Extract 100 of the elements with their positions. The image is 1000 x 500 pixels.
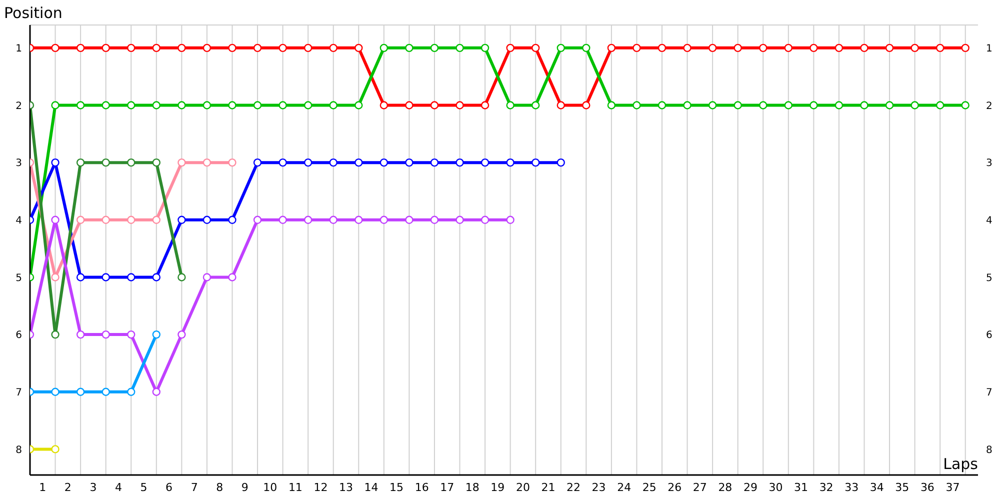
point: [76, 101, 85, 110]
x-tick-label: 22: [566, 480, 581, 494]
point: [480, 216, 490, 224]
x-tick-label: 10: [263, 480, 278, 494]
point: [202, 101, 212, 110]
point: [380, 44, 388, 52]
point: [683, 44, 692, 52]
point: [430, 158, 439, 167]
point: [658, 44, 666, 52]
point: [152, 158, 160, 167]
point: [834, 101, 844, 110]
point: [152, 388, 160, 396]
x-tick-label: 1: [39, 480, 46, 494]
point: [329, 101, 338, 110]
point: [152, 44, 160, 52]
x-tick-label: 16: [414, 480, 429, 494]
point: [380, 216, 388, 224]
point: [178, 273, 186, 282]
point: [506, 101, 514, 110]
point: [102, 158, 110, 167]
point: [253, 44, 262, 52]
point: [253, 216, 262, 224]
point: [278, 216, 287, 224]
point: [76, 388, 85, 396]
y2-tick-label: 6: [986, 330, 992, 342]
point: [936, 101, 944, 110]
point: [51, 101, 60, 110]
point: [506, 158, 514, 167]
point: [278, 44, 287, 52]
point: [102, 101, 110, 110]
x-tick-label: 12: [314, 480, 328, 494]
y-tick-label: 1: [16, 43, 22, 54]
point: [456, 216, 464, 224]
point: [354, 216, 363, 224]
x-tick-label: 37: [946, 480, 960, 494]
point: [102, 216, 110, 224]
y2-tick-label: 2: [986, 100, 992, 112]
point: [51, 216, 60, 224]
point: [329, 216, 338, 224]
y-tick-label: 6: [16, 330, 22, 342]
point: [607, 101, 616, 110]
point: [178, 158, 186, 167]
point: [885, 101, 894, 110]
x-tick-label: 29: [743, 480, 758, 494]
point: [456, 101, 464, 110]
point: [632, 44, 641, 52]
point: [456, 44, 464, 52]
point: [127, 388, 136, 396]
x-tick-label: 32: [819, 480, 834, 494]
point: [430, 44, 439, 52]
point: [51, 158, 60, 167]
point: [253, 158, 262, 167]
point: [51, 388, 60, 396]
point: [607, 44, 616, 52]
point: [202, 158, 212, 167]
point: [380, 101, 388, 110]
x-tick-label: 15: [390, 480, 404, 494]
x-tick-label: 4: [114, 480, 122, 494]
y2-tick-label: 5: [986, 272, 992, 284]
point: [910, 101, 919, 110]
point: [480, 158, 490, 167]
point: [127, 101, 136, 110]
point: [178, 44, 186, 52]
point: [202, 216, 212, 224]
point: [76, 216, 85, 224]
point: [860, 101, 868, 110]
point: [304, 44, 312, 52]
x-tick-label: 6: [166, 480, 173, 494]
x-tick-label: 36: [920, 480, 934, 494]
x-tick-label: 2: [64, 480, 72, 494]
point: [228, 158, 236, 167]
point: [506, 216, 514, 224]
point: [506, 44, 514, 52]
point: [810, 101, 818, 110]
point: [228, 216, 236, 224]
x-tick-label: 23: [592, 480, 606, 494]
point: [127, 330, 136, 339]
point: [910, 44, 919, 52]
point: [329, 44, 338, 52]
point: [683, 101, 692, 110]
y-tick-label: 5: [16, 272, 22, 284]
point: [127, 44, 136, 52]
point: [430, 101, 439, 110]
point: [102, 388, 110, 396]
x-tick-label: 8: [216, 480, 224, 494]
x-tick-label: 28: [718, 480, 732, 494]
point: [354, 158, 363, 167]
point: [532, 158, 540, 167]
point: [632, 101, 641, 110]
point: [152, 216, 160, 224]
point: [76, 273, 85, 282]
point: [304, 101, 312, 110]
point: [961, 44, 970, 52]
point: [860, 44, 868, 52]
point: [532, 44, 540, 52]
x-tick-label: 35: [895, 480, 910, 494]
point: [304, 158, 312, 167]
point: [480, 101, 490, 110]
point: [582, 101, 590, 110]
point: [178, 330, 186, 339]
